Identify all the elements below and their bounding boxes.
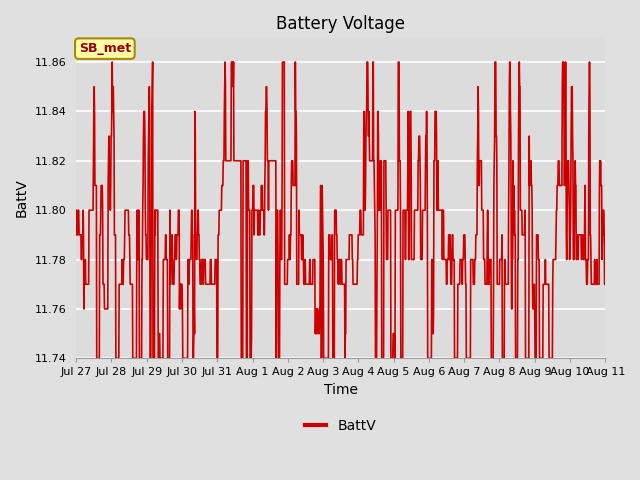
- Title: Battery Voltage: Battery Voltage: [276, 15, 405, 33]
- X-axis label: Time: Time: [324, 383, 358, 397]
- Legend: BattV: BattV: [300, 413, 381, 439]
- Y-axis label: BattV: BattV: [15, 179, 29, 217]
- Text: SB_met: SB_met: [79, 42, 131, 55]
